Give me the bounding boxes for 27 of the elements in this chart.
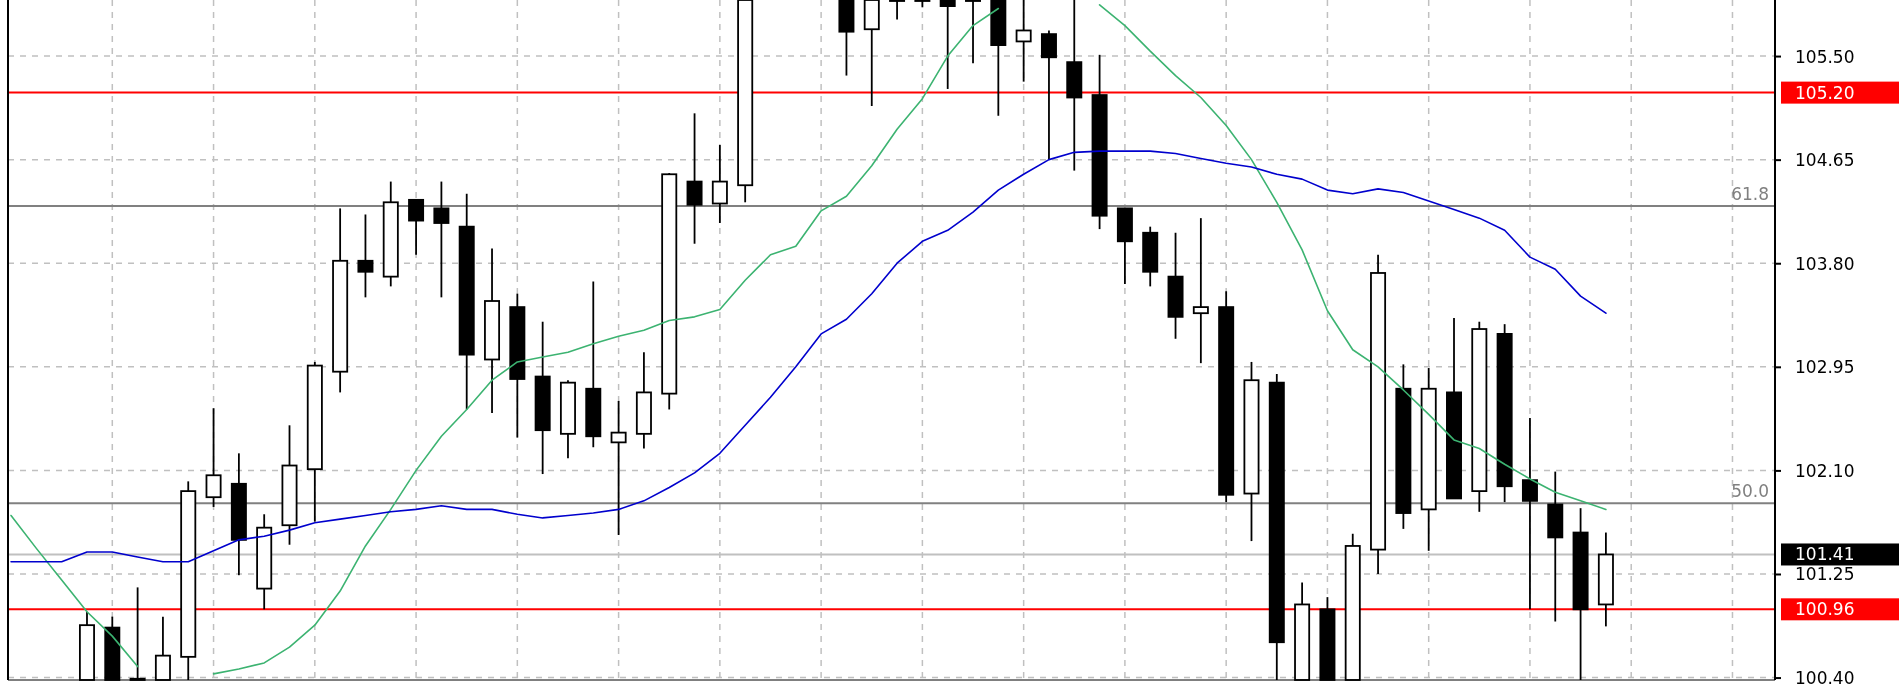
ref-line-label: 100.96 [1795, 599, 1855, 620]
ref-line-label: 105.20 [1795, 82, 1855, 103]
y-tick-label: 102.95 [1795, 357, 1855, 378]
candlestick [939, 0, 956, 90]
line-series [10, 150, 1607, 563]
candlestick [889, 0, 906, 21]
candlestick [1192, 217, 1209, 365]
y-tick-label: 105.50 [1795, 46, 1855, 67]
candlestick [408, 198, 425, 256]
candlestick [610, 400, 627, 536]
candlestick [686, 112, 703, 245]
candlestick [1015, 0, 1032, 83]
y-tick-label: 101.25 [1795, 564, 1855, 585]
candlestick [965, 0, 981, 65]
candlestick [205, 407, 222, 508]
candlestick [357, 213, 374, 299]
candlestick [1040, 29, 1057, 161]
candlestick [1521, 417, 1538, 611]
y-tick-label: 103.80 [1795, 253, 1855, 274]
y-tick-label: 102.10 [1795, 460, 1855, 481]
candlestick [711, 144, 728, 224]
y-tick-label: 104.65 [1795, 150, 1855, 171]
y-tick-label: 100.40 [1795, 668, 1855, 689]
ref-line-label: 101.41 [1795, 544, 1855, 565]
annotation: 50.0 [1731, 481, 1769, 502]
annotation: 61.8 [1731, 183, 1769, 204]
candlestick [433, 180, 450, 299]
